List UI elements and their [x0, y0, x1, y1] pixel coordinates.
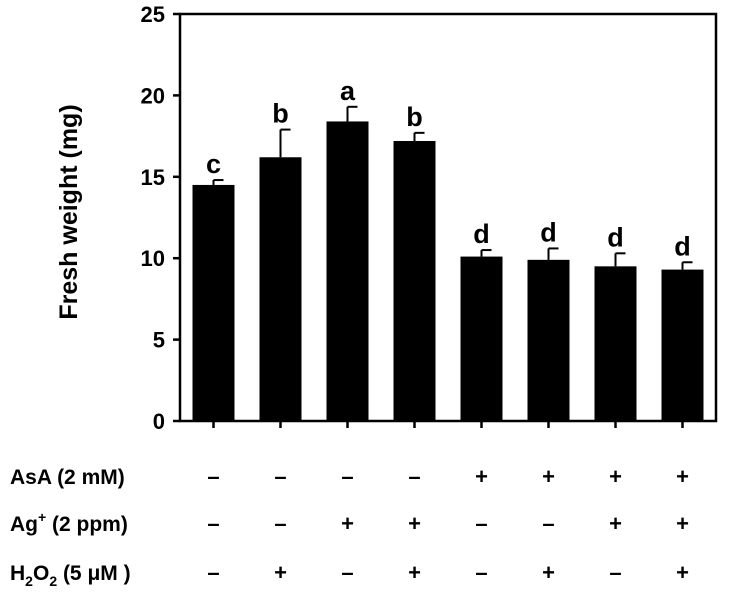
bar	[393, 140, 436, 421]
significance-letter: d	[674, 231, 691, 261]
treatment-sign: +	[676, 560, 689, 585]
treatment-sign: +	[475, 464, 488, 489]
treatment-sign: –	[475, 511, 487, 536]
plot-frame	[178, 12, 718, 423]
treatment-sign: –	[609, 560, 621, 585]
treatment-table: AsA (2 mM) Ag+ (2 ppm) H2O2 (5 μM ) – – – –…	[10, 464, 689, 589]
treatment-label-asa: AsA (2 mM)	[10, 466, 125, 489]
treatment-sign: +	[676, 464, 689, 489]
y-tick-label: 15	[141, 165, 165, 190]
treatment-sign: +	[542, 464, 555, 489]
treatment-sign: +	[609, 511, 622, 536]
y-tick-label: 25	[141, 2, 165, 27]
treatment-sign: +	[408, 560, 421, 585]
treatment-sign: +	[542, 560, 555, 585]
y-tick-label: 5	[153, 328, 165, 353]
significance-letter: b	[272, 99, 289, 129]
axes	[178, 12, 718, 428]
treatment-label-h2o2: H2O2 (5 μM )	[10, 562, 131, 589]
significance-letter: d	[473, 219, 490, 249]
treatment-sign: –	[408, 464, 420, 489]
y-tick-label: 10	[141, 246, 165, 271]
error-bars	[212, 105, 693, 270]
significance-letter: b	[406, 102, 423, 132]
bar	[594, 266, 637, 421]
treatment-sign: –	[207, 464, 219, 489]
bar	[192, 184, 235, 421]
bar	[326, 121, 369, 421]
treatment-sign: +	[676, 511, 689, 536]
bar	[661, 269, 704, 421]
y-axis-label: Fresh weight (mg)	[55, 104, 83, 319]
treatment-sign: –	[341, 464, 353, 489]
y-ticks: 0 5 10 15 20 25	[141, 2, 180, 434]
treatment-sign: –	[207, 511, 219, 536]
significance-letter: a	[340, 76, 356, 106]
bars	[192, 121, 704, 421]
treatment-sign: –	[542, 511, 554, 536]
treatment-sign: +	[274, 560, 287, 585]
treatment-sign: –	[207, 560, 219, 585]
significance-letter: d	[607, 222, 624, 252]
y-tick-label: 20	[141, 83, 165, 108]
treatment-sign: –	[274, 464, 286, 489]
treatment-sign: –	[274, 511, 286, 536]
treatment-sign: –	[475, 560, 487, 585]
significance-letters: c b a b d d d d	[206, 76, 691, 261]
treatment-sign: +	[609, 464, 622, 489]
significance-letter: c	[206, 149, 221, 179]
significance-letter: d	[540, 217, 557, 247]
treatment-sign: +	[408, 511, 421, 536]
y-tick-label: 0	[153, 409, 165, 434]
bar	[460, 256, 503, 421]
treatment-label-ag: Ag+ (2 ppm)	[10, 509, 128, 536]
bar	[259, 157, 302, 421]
bar	[527, 259, 570, 421]
treatment-sign: –	[341, 560, 353, 585]
treatment-sign: +	[341, 511, 354, 536]
